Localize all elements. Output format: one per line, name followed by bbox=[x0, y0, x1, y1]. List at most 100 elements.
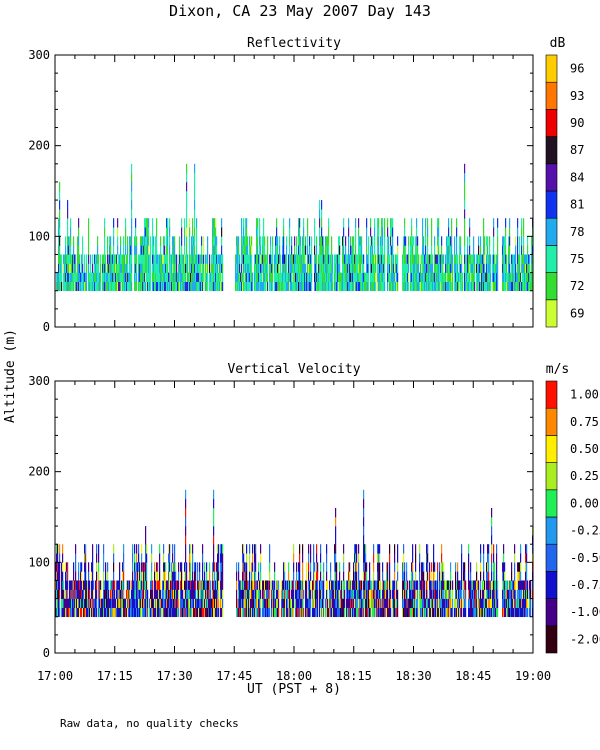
data-cell bbox=[487, 598, 489, 608]
data-cell bbox=[503, 589, 505, 599]
data-cell bbox=[374, 263, 376, 273]
data-cell bbox=[356, 562, 358, 572]
data-cell bbox=[91, 571, 93, 581]
data-cell bbox=[194, 272, 196, 282]
data-cell bbox=[237, 236, 239, 246]
data-cell bbox=[391, 281, 393, 292]
data-cell bbox=[354, 272, 356, 282]
data-cell bbox=[90, 263, 92, 273]
data-cell bbox=[179, 263, 181, 273]
data-cell bbox=[128, 589, 130, 599]
data-cell bbox=[242, 263, 244, 273]
data-cell bbox=[180, 607, 182, 618]
data-cell bbox=[213, 526, 215, 536]
data-cell bbox=[487, 562, 489, 572]
data-cell bbox=[130, 281, 132, 292]
data-cell bbox=[503, 272, 505, 282]
data-cell bbox=[358, 553, 360, 563]
data-cell bbox=[210, 589, 212, 599]
data-cell bbox=[470, 571, 472, 581]
data-cell bbox=[298, 263, 300, 273]
data-cell bbox=[449, 272, 451, 282]
data-cell bbox=[238, 562, 240, 572]
data-cell bbox=[505, 263, 507, 273]
data-cell bbox=[57, 589, 59, 599]
data-cell bbox=[467, 263, 469, 273]
data-cell bbox=[526, 254, 528, 264]
data-cell bbox=[312, 598, 314, 608]
data-cell bbox=[83, 580, 85, 590]
data-cell bbox=[119, 571, 121, 581]
data-cell bbox=[78, 218, 80, 228]
data-cell bbox=[214, 281, 216, 292]
data-cell bbox=[474, 607, 476, 618]
data-cell bbox=[469, 227, 471, 237]
data-cell bbox=[209, 272, 211, 282]
data-cell bbox=[447, 245, 449, 255]
data-cell bbox=[478, 598, 480, 608]
data-cell bbox=[194, 163, 196, 174]
data-cell bbox=[391, 236, 393, 246]
data-cell bbox=[526, 589, 528, 599]
data-cell bbox=[88, 263, 90, 273]
data-cell bbox=[218, 263, 220, 273]
data-cell bbox=[528, 281, 530, 292]
data-cell bbox=[144, 263, 146, 273]
data-cell bbox=[145, 544, 147, 554]
data-cell bbox=[81, 272, 83, 282]
y-tick-label: 300 bbox=[28, 48, 50, 62]
data-cell bbox=[189, 571, 191, 581]
data-cell bbox=[364, 544, 366, 554]
data-cell bbox=[425, 218, 427, 228]
data-cell bbox=[134, 607, 136, 618]
data-cell bbox=[325, 272, 327, 282]
data-cell bbox=[307, 272, 309, 282]
data-cell bbox=[321, 580, 323, 590]
data-cell bbox=[351, 598, 353, 608]
data-cell bbox=[478, 607, 480, 618]
data-cell bbox=[142, 236, 144, 246]
data-cell bbox=[197, 571, 199, 581]
data-cell bbox=[502, 281, 504, 292]
data-cell bbox=[129, 281, 131, 292]
data-cell bbox=[189, 580, 191, 590]
data-cell bbox=[371, 263, 373, 273]
data-cell bbox=[456, 607, 458, 618]
data-cell bbox=[276, 607, 278, 618]
data-cell bbox=[286, 245, 288, 255]
data-cell bbox=[522, 607, 524, 618]
data-cell bbox=[171, 598, 173, 608]
data-cell bbox=[346, 263, 348, 273]
data-cell bbox=[392, 254, 394, 264]
data-cell bbox=[461, 589, 463, 599]
data-cell bbox=[220, 544, 222, 554]
data-cell bbox=[429, 562, 431, 572]
data-cell bbox=[113, 218, 115, 228]
data-cell bbox=[307, 245, 309, 255]
data-cell bbox=[469, 245, 471, 255]
data-cell bbox=[355, 544, 357, 554]
data-cell bbox=[431, 571, 433, 581]
data-cell bbox=[422, 571, 424, 581]
data-cell bbox=[405, 281, 407, 292]
data-cell bbox=[150, 598, 152, 608]
data-cell bbox=[448, 236, 450, 246]
data-cell bbox=[300, 281, 302, 292]
data-cell bbox=[486, 562, 488, 572]
data-cell bbox=[174, 598, 176, 608]
data-cell bbox=[194, 172, 196, 183]
data-cell bbox=[164, 254, 166, 264]
data-cell bbox=[415, 553, 417, 563]
data-cell bbox=[392, 218, 394, 228]
data-cell bbox=[248, 263, 250, 273]
data-cell bbox=[517, 263, 519, 273]
data-cell bbox=[78, 580, 80, 590]
data-cell bbox=[319, 607, 321, 618]
data-cell bbox=[243, 544, 245, 554]
data-cell bbox=[462, 272, 464, 282]
data-cell bbox=[412, 580, 414, 590]
data-cell bbox=[526, 553, 528, 563]
data-cell bbox=[362, 281, 364, 292]
data-cell bbox=[258, 281, 260, 292]
data-cell bbox=[96, 598, 98, 608]
